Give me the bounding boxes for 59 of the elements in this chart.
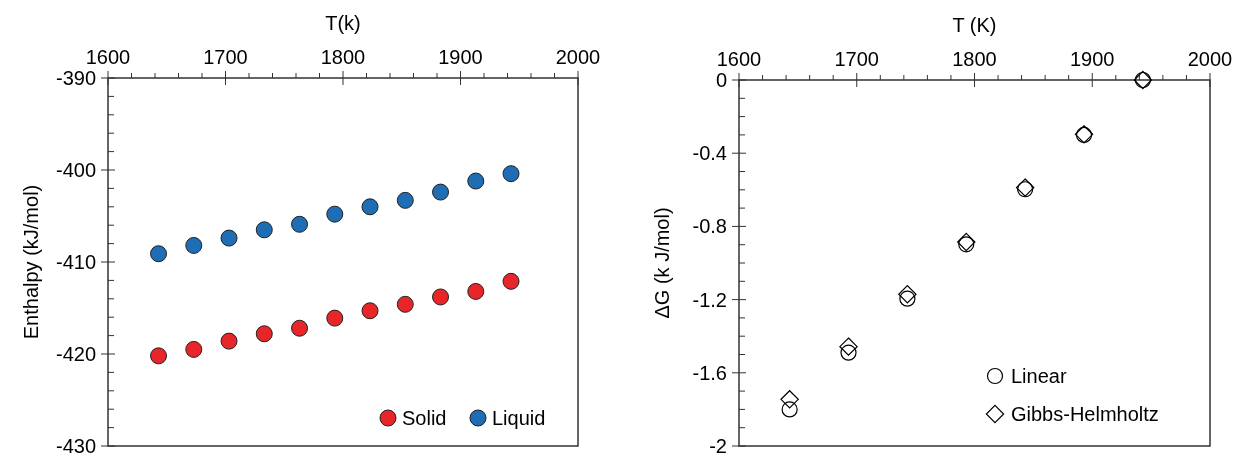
point	[291, 319, 309, 337]
point	[780, 390, 799, 409]
x-tick-label: 2000	[1187, 48, 1233, 70]
y-tick-label: -390	[55, 67, 96, 89]
point	[840, 344, 857, 361]
x-tick-label: 1800	[320, 46, 366, 68]
point	[220, 332, 238, 350]
x-tick-label: 2000	[555, 46, 601, 68]
x-tick-label: 1600	[716, 48, 762, 70]
point	[255, 221, 273, 239]
point	[326, 309, 344, 327]
point	[781, 401, 798, 418]
point	[396, 191, 414, 209]
point	[467, 172, 485, 190]
point	[220, 229, 238, 247]
x-axis-title: T(k)	[325, 12, 361, 34]
point	[361, 198, 379, 216]
y-tick-label: -0.8	[692, 215, 727, 238]
point	[502, 272, 520, 290]
x-axis-title: T (K)	[952, 14, 997, 36]
y-tick-label: -420	[55, 343, 96, 365]
x-tick-label: 1900	[438, 46, 483, 68]
x-tick-label: 1600	[85, 46, 131, 68]
point	[361, 302, 379, 320]
point	[185, 236, 203, 254]
point	[291, 215, 309, 233]
point	[502, 165, 520, 183]
point	[150, 245, 168, 263]
y-tick-label: -1.2	[692, 288, 727, 311]
y-axis-title: ΔG (k J/mol)	[651, 207, 673, 319]
y-tick-label: -0.4	[692, 142, 727, 165]
y-tick-label: 0	[715, 69, 727, 91]
x-tick-label: 1800	[952, 48, 997, 70]
y-tick-label: -2	[709, 435, 727, 457]
y-axis-title: Enthalpy (kJ/mol)	[20, 184, 42, 340]
point	[150, 347, 168, 365]
legend-label: Linear	[1011, 365, 1067, 387]
y-tick-label: -400	[55, 159, 96, 181]
point	[185, 340, 203, 358]
y-tick-label: -1.6	[692, 361, 727, 384]
point	[839, 337, 858, 356]
point	[899, 290, 916, 307]
point	[432, 288, 450, 306]
point	[958, 236, 975, 253]
point	[957, 232, 976, 252]
point	[467, 282, 485, 300]
point	[396, 295, 414, 313]
x-tick-label: 1900	[1070, 48, 1115, 70]
point	[326, 205, 344, 223]
y-tick-label: -430	[55, 435, 96, 457]
legend-label: Solid	[402, 407, 447, 429]
x-tick-label: 1700	[203, 46, 248, 68]
y-tick-label: -410	[55, 251, 96, 273]
x-tick-label: 1700	[834, 48, 879, 70]
point	[898, 285, 917, 304]
legend-label: Liquid	[492, 407, 546, 429]
point	[432, 183, 450, 201]
point	[255, 325, 273, 343]
legend-label: Gibbs-Helmholtz	[1011, 403, 1159, 425]
